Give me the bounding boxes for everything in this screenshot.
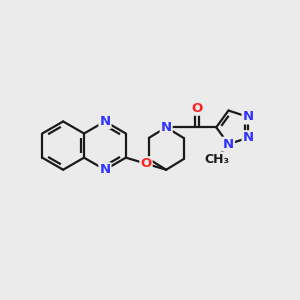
Text: N: N <box>243 110 254 123</box>
Text: N: N <box>243 131 254 144</box>
Text: N: N <box>223 138 234 151</box>
Text: CH₃: CH₃ <box>205 153 230 166</box>
Text: O: O <box>191 102 203 115</box>
Text: N: N <box>99 115 110 128</box>
Text: N: N <box>99 163 110 176</box>
Text: O: O <box>140 157 152 170</box>
Text: N: N <box>160 121 172 134</box>
